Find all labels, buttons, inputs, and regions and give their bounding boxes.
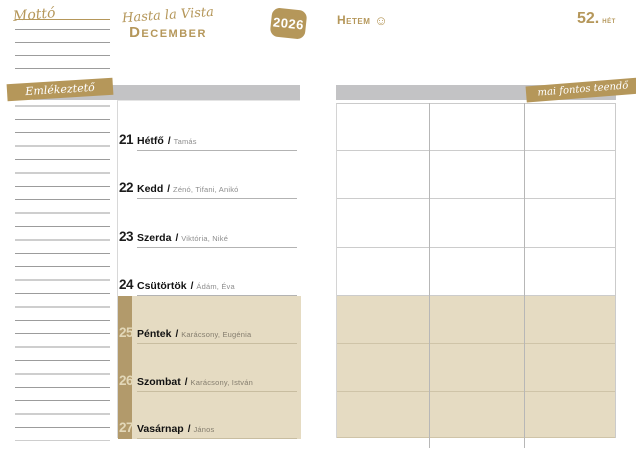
day-name: Szerda bbox=[137, 232, 172, 244]
todo-grid-column-divider bbox=[429, 103, 430, 448]
todo-cell bbox=[523, 151, 615, 198]
day-separator: / bbox=[167, 136, 171, 147]
day-number: 22 bbox=[119, 180, 134, 195]
todo-cell bbox=[523, 344, 615, 391]
day-row: 24 Csütörtök / Ádám, Éva bbox=[119, 277, 297, 296]
week-number-value: 52. bbox=[577, 10, 600, 27]
todo-cell bbox=[523, 104, 615, 150]
day-number: 23 bbox=[119, 229, 134, 244]
day-separator: / bbox=[175, 233, 179, 244]
day-label: Hétfő / Tamás bbox=[137, 135, 297, 151]
todo-cell bbox=[428, 392, 522, 437]
day-name: Hétfő bbox=[137, 135, 164, 147]
day-row: 22 Kedd / Zénó, Tifani, Anikó bbox=[119, 180, 297, 199]
day-namedays: Karácsony, István bbox=[190, 378, 254, 387]
todo-cell bbox=[337, 344, 428, 391]
todo-cell bbox=[523, 199, 615, 247]
day-name: Vasárnap bbox=[137, 423, 184, 435]
todo-cell bbox=[337, 392, 428, 437]
todo-cell bbox=[428, 199, 522, 247]
day-name: Péntek bbox=[137, 328, 172, 340]
day-separator: / bbox=[184, 377, 188, 388]
day-row: 23 Szerda / Viktória, Niké bbox=[119, 229, 297, 248]
day-block-tuesday: 22 Kedd / Zénó, Tifani, Anikó bbox=[118, 151, 300, 199]
todo-cell bbox=[337, 296, 428, 343]
day-block-wednesday: 23 Szerda / Viktória, Niké bbox=[118, 199, 300, 248]
day-block-friday: 25 Péntek / Karácsony, Eugénia bbox=[118, 296, 300, 344]
todo-cell bbox=[428, 296, 522, 343]
todo-cell bbox=[428, 151, 522, 198]
day-number: 24 bbox=[119, 277, 134, 292]
month-title: December bbox=[129, 24, 207, 41]
holiday-date-strip bbox=[118, 296, 132, 439]
todo-cell bbox=[337, 199, 428, 247]
motto-ruled-lines bbox=[15, 17, 110, 70]
todo-cell bbox=[523, 296, 615, 343]
reminder-ruled-lines bbox=[15, 93, 110, 441]
todo-cell bbox=[523, 392, 615, 437]
day-label: Vasárnap / János bbox=[137, 423, 297, 439]
day-label: Szerda / Viktória, Niké bbox=[137, 232, 297, 248]
todo-cell bbox=[337, 248, 428, 295]
todo-cell bbox=[523, 248, 615, 295]
day-list: 21 Hétfő / Tamás 22 Kedd / Zénó, Tifani,… bbox=[118, 101, 300, 439]
my-week-label: Hetem bbox=[337, 13, 371, 27]
todo-cell bbox=[428, 104, 522, 150]
day-separator: / bbox=[190, 281, 194, 292]
day-namedays: Ádám, Éva bbox=[196, 282, 235, 291]
holiday-shading bbox=[118, 296, 301, 439]
day-separator: / bbox=[175, 329, 179, 340]
day-label: Péntek / Karácsony, Eugénia bbox=[137, 328, 297, 344]
day-block-saturday: 26 Szombat / Karácsony, István bbox=[118, 344, 300, 392]
day-row: 26 Szombat / Karácsony, István bbox=[119, 373, 297, 392]
day-separator: / bbox=[187, 424, 191, 435]
week-day-panel: 21 Hétfő / Tamás 22 Kedd / Zénó, Tifani,… bbox=[117, 100, 301, 439]
my-week-header: Hetem ☺ bbox=[337, 13, 388, 27]
day-block-monday: 21 Hétfő / Tamás bbox=[118, 101, 300, 151]
todo-grid-row-holiday bbox=[337, 296, 615, 344]
day-namedays: Viktória, Niké bbox=[181, 234, 229, 243]
week-number-unit: hét bbox=[602, 15, 616, 25]
todo-cell bbox=[428, 248, 522, 295]
week-number: 52. hét bbox=[577, 10, 616, 28]
todo-grid-column-divider bbox=[524, 103, 525, 448]
todo-grid-row bbox=[337, 104, 615, 151]
todo-cell bbox=[428, 344, 522, 391]
todo-cell bbox=[337, 104, 428, 150]
day-name: Kedd bbox=[137, 183, 164, 195]
day-name: Csütörtök bbox=[137, 280, 187, 292]
day-namedays: Tamás bbox=[173, 137, 197, 146]
day-namedays: Zénó, Tifani, Anikó bbox=[173, 185, 239, 194]
day-number: 26 bbox=[119, 373, 134, 388]
day-block-thursday: 24 Csütörtök / Ádám, Éva bbox=[118, 248, 300, 296]
todo-cell bbox=[337, 151, 428, 198]
day-label: Szombat / Karácsony, István bbox=[137, 376, 297, 392]
todo-grid-row bbox=[337, 151, 615, 199]
todo-grid-row-holiday bbox=[337, 392, 615, 438]
todo-grid-row-holiday bbox=[337, 344, 615, 392]
day-label: Csütörtök / Ádám, Éva bbox=[137, 280, 297, 296]
day-number: 27 bbox=[119, 420, 134, 435]
year-badge: 2026 bbox=[269, 7, 308, 40]
todo-grid bbox=[336, 103, 616, 448]
day-number: 25 bbox=[119, 325, 134, 340]
todo-grid-row bbox=[337, 199, 615, 248]
day-label: Kedd / Zénó, Tifani, Anikó bbox=[137, 183, 297, 199]
todo-grid-row bbox=[337, 248, 615, 296]
day-namedays: János bbox=[193, 425, 215, 434]
day-block-sunday: 27 Vasárnap / János bbox=[118, 392, 300, 439]
day-row: 27 Vasárnap / János bbox=[119, 420, 297, 439]
day-row: 21 Hétfő / Tamás bbox=[119, 132, 297, 151]
smiley-icon: ☺ bbox=[374, 12, 388, 28]
day-namedays: Karácsony, Eugénia bbox=[181, 330, 252, 339]
day-row: 25 Péntek / Karácsony, Eugénia bbox=[119, 325, 297, 344]
day-name: Szombat bbox=[137, 376, 181, 388]
day-separator: / bbox=[167, 184, 171, 195]
day-number: 21 bbox=[119, 132, 134, 147]
